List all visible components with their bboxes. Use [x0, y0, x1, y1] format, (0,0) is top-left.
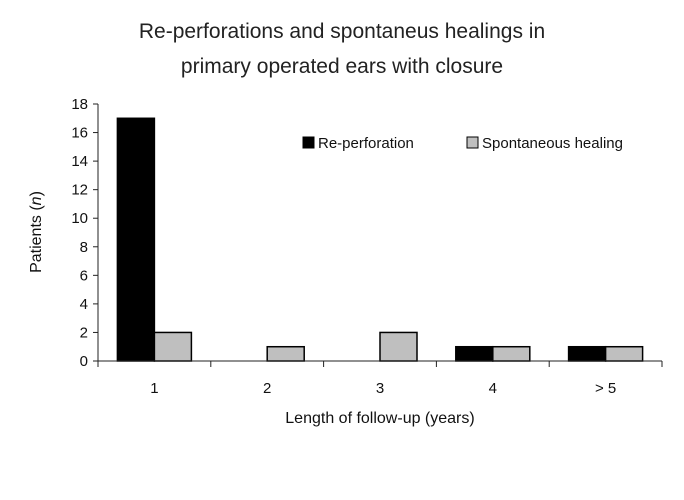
y-tick-label: 8: [80, 239, 88, 256]
legend-label-reperforation: Re-perforation: [318, 135, 414, 152]
legend: Re-perforation Spontaneous healing: [302, 135, 623, 152]
bars-group: [116, 117, 644, 362]
bar-spontaneous-healing: [604, 345, 644, 362]
x-tick-label: 1: [150, 380, 158, 397]
x-axis-ticks: 1 2 3 4 > 5: [97, 361, 663, 397]
bar-spontaneous-healing: [379, 331, 418, 362]
y-tick-label: 12: [71, 182, 88, 199]
y-axis-ticks: 0 2 4 6 8 10 12 14 16 18: [71, 96, 98, 370]
x-tick-label: 3: [376, 380, 384, 397]
y-tick-label: 0: [80, 353, 88, 370]
bar-reperforation: [455, 345, 494, 362]
chart-title-line-2: primary operated ears with closure: [181, 55, 503, 78]
legend-swatch-reperforation: [302, 136, 315, 149]
y-axis-label: Patients (n): [28, 191, 45, 273]
y-tick-label: 2: [80, 324, 88, 341]
x-tick-label: 2: [263, 380, 271, 397]
bar-spontaneous-healing: [153, 331, 193, 362]
y-tick-label: 6: [80, 267, 88, 284]
y-tick-label: 14: [71, 153, 88, 170]
bar-reperforation: [116, 117, 156, 362]
bar-spontaneous-healing: [492, 345, 531, 362]
bar-spontaneous-healing: [266, 345, 305, 362]
x-tick-label: 4: [489, 380, 497, 397]
y-tick-label: 16: [71, 125, 88, 142]
y-tick-label: 4: [80, 296, 88, 313]
legend-label-spontaneous-healing: Spontaneous healing: [482, 135, 623, 152]
y-tick-label: 18: [71, 96, 88, 113]
legend-swatch-spontaneous-healing: [466, 136, 479, 149]
x-axis-label: Length of follow-up (years): [285, 410, 474, 427]
bar-reperforation: [567, 345, 607, 362]
x-tick-label: > 5: [595, 380, 616, 397]
y-tick-label: 10: [71, 210, 88, 227]
chart-title-line-1: Re-perforations and spontaneus healings …: [139, 20, 545, 43]
